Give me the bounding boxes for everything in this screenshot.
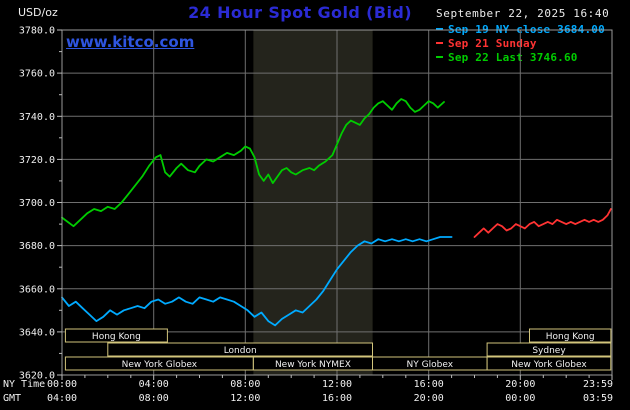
x-axis-label: 12:00: [322, 379, 352, 390]
x-axis-label: 04:00: [139, 379, 169, 390]
y-axis-label: 3640.0: [19, 327, 55, 338]
y-axis-label: 3660.0: [19, 284, 55, 295]
x-axis-label: 08:00: [230, 379, 260, 390]
legend-item-label: Sep 21 Sunday: [448, 36, 537, 50]
session-label: Hong Kong: [92, 332, 141, 342]
x-axis-label: 16:00: [414, 379, 444, 390]
legend-item: Sep 22 Last 3746.60: [436, 50, 605, 64]
legend-item-label: Sep 19 NY close 3684.00: [448, 22, 605, 36]
x-axis-label: 04:00: [47, 393, 77, 404]
y-axis-label: 3700.0: [19, 198, 55, 209]
x-axis-row-title: NY Time: [3, 379, 45, 390]
x-axis-label: 03:59: [583, 393, 613, 404]
y-axis-label: 3760.0: [19, 69, 55, 80]
price-line-sep-22: [61, 98, 445, 228]
series-marker-icon: [436, 42, 443, 44]
price-line-sep-19-ny-close: [61, 236, 453, 327]
datetime-label: September 22, 2025 16:40: [436, 7, 610, 20]
x-axis-label: 08:00: [139, 393, 169, 404]
legend: Sep 19 NY close 3684.00 Sep 21 Sunday Se…: [436, 22, 605, 64]
y-axis-label: 3740.0: [19, 112, 55, 123]
x-axis-label: 16:00: [322, 393, 352, 404]
y-axis-unit-label: USD/oz: [18, 6, 58, 19]
session-box: [64, 328, 168, 343]
session-box: [107, 342, 374, 357]
x-axis-label: 20:00: [505, 379, 535, 390]
session-label: New York Globex: [122, 360, 198, 370]
series-marker-icon: [436, 28, 443, 30]
session-box: [486, 342, 612, 357]
y-axis-label: 3780.0: [19, 26, 55, 37]
legend-item: Sep 19 NY close 3684.00: [436, 22, 605, 36]
session-box: [529, 328, 612, 343]
y-axis-label: 3720.0: [19, 155, 55, 166]
x-axis-label: 23:59: [583, 379, 613, 390]
session-label: London: [224, 346, 257, 356]
session-box: [486, 356, 612, 371]
session-label: New York NYMEX: [275, 360, 351, 370]
legend-item: Sep 21 Sunday: [436, 36, 605, 50]
session-label: Sydney: [532, 346, 566, 356]
x-axis-label: 12:00: [230, 393, 260, 404]
x-axis-label: 00:00: [47, 379, 77, 390]
x-axis-row-title: GMT: [3, 393, 21, 404]
session-label: Hong Kong: [546, 332, 595, 342]
legend-item-label: Sep 22 Last 3746.60: [448, 50, 578, 64]
session-label: NY Globex: [407, 360, 454, 370]
series-marker-icon: [436, 56, 443, 58]
x-axis-label: 00:00: [505, 393, 535, 404]
page-title: 24 Hour Spot Gold (Bid): [188, 3, 412, 22]
y-axis-label: 3620.0: [19, 371, 55, 382]
session-label: New York Globex: [511, 360, 587, 370]
kitco-watermark-link[interactable]: www.kitco.com: [66, 33, 195, 51]
x-axis-label: 20:00: [414, 393, 444, 404]
price-line-sep-21-sunday: [473, 208, 612, 238]
y-axis-label: 3680.0: [19, 241, 55, 252]
